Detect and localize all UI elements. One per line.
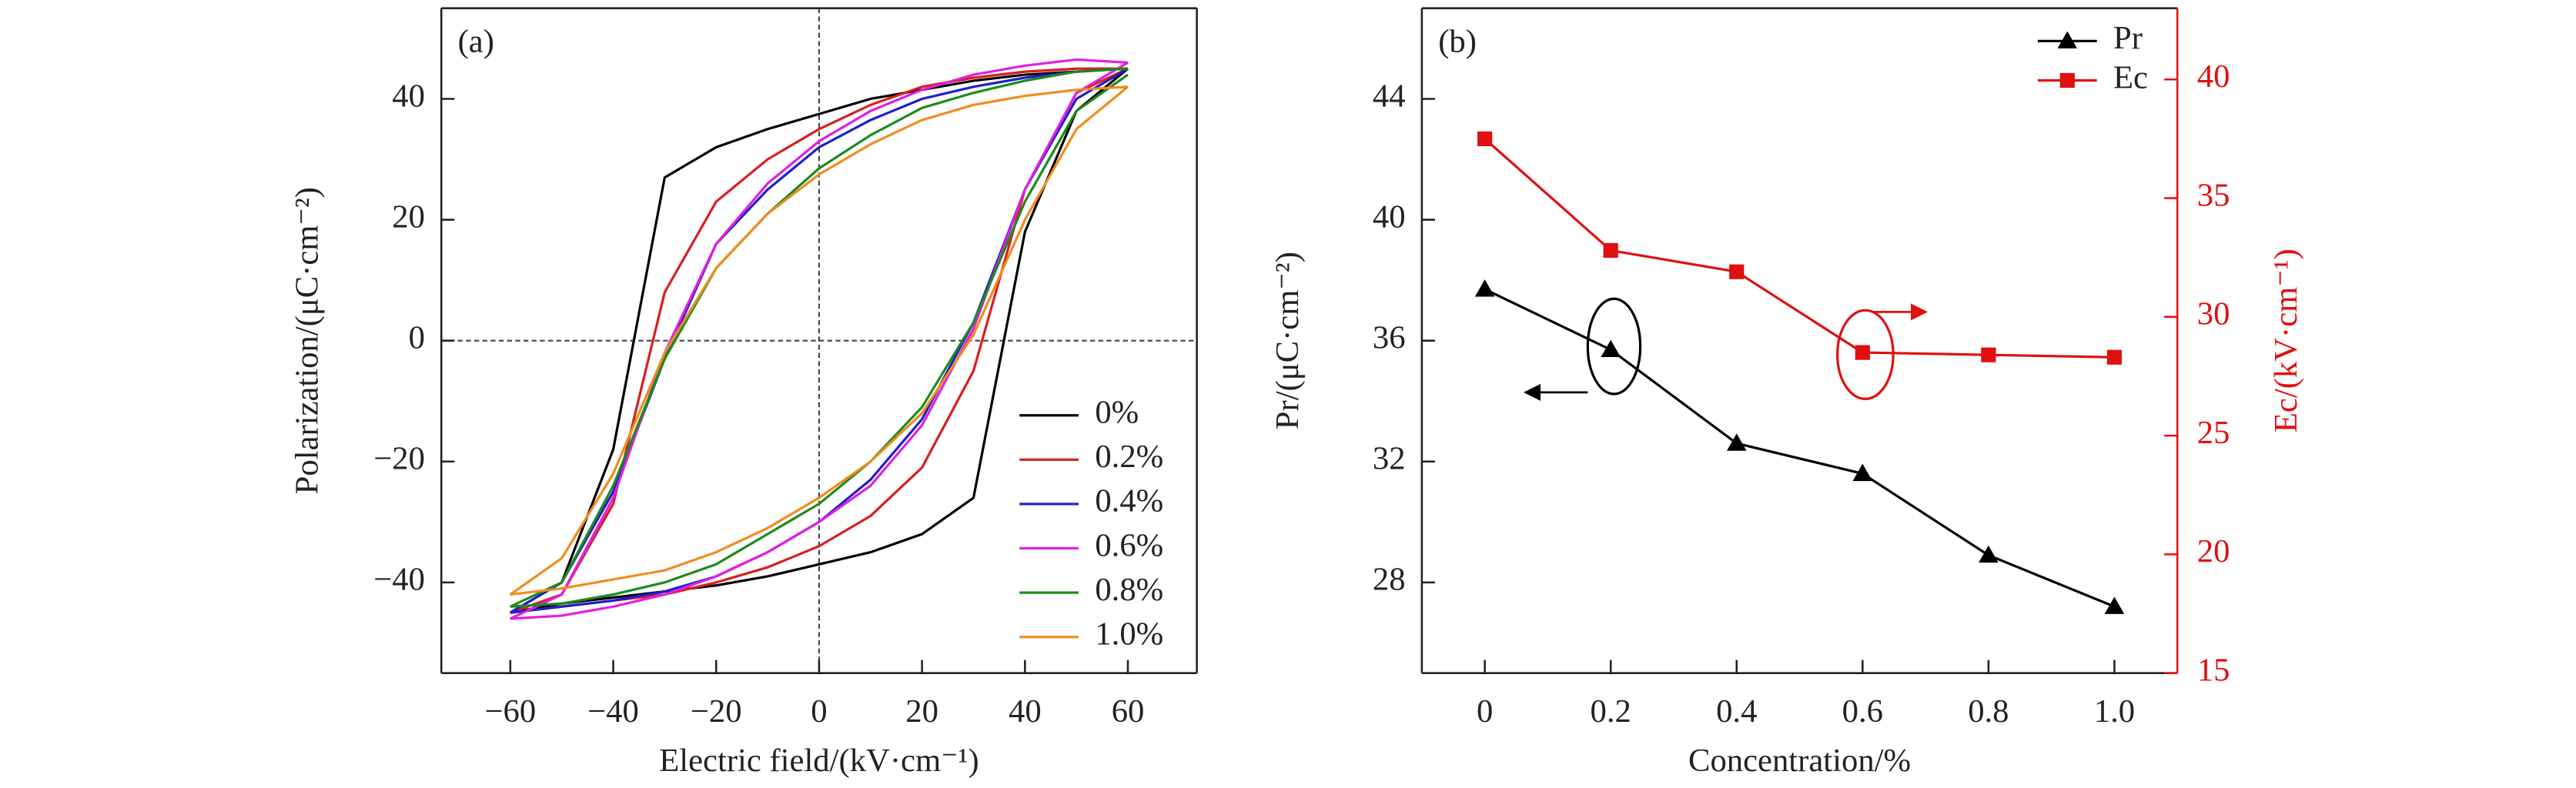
y2-tick-label: 25 — [2197, 415, 2230, 451]
x-tick-label: 40 — [1009, 693, 1042, 730]
marker — [2106, 349, 2123, 365]
y-tick-label: 0 — [409, 319, 425, 356]
marker — [1477, 131, 1493, 146]
x-tick-label: 0 — [1477, 693, 1493, 730]
legend-label: 0.4% — [1095, 483, 1163, 519]
y2-axis-label: Ec/(kV·cm⁻¹) — [2268, 249, 2304, 432]
panel-label: (b) — [1438, 23, 1477, 59]
y-tick-label: 28 — [1373, 562, 1406, 598]
y-tick-label: 40 — [1373, 199, 1406, 235]
y-tick-label: 40 — [392, 78, 425, 114]
legend-label: Pr — [2113, 20, 2143, 56]
x-tick-label: −20 — [691, 693, 742, 730]
y-axis-label: Pr/(μC·cm⁻²) — [1270, 252, 1306, 429]
legend-label: 0.6% — [1095, 527, 1163, 563]
y-axis-label: Polarization/(μC·cm⁻²) — [289, 187, 325, 494]
series-line — [510, 67, 1129, 614]
y2-tick-label: 35 — [2197, 177, 2230, 213]
x-tick-label: −40 — [587, 693, 639, 730]
x-tick-label: 1.0 — [2094, 693, 2135, 730]
x-tick-label: 0 — [811, 693, 827, 730]
y-tick-label: 36 — [1373, 319, 1406, 356]
x-tick-label: 0.2 — [1591, 693, 1631, 730]
marker — [1979, 545, 1999, 563]
series-line — [509, 85, 1129, 596]
legend-label: 0.8% — [1095, 572, 1163, 608]
x-axis-label: Concentration/% — [1688, 743, 1911, 779]
y-tick-label: 20 — [392, 199, 425, 235]
legend-label: 0% — [1095, 395, 1139, 431]
y-tick-label: 44 — [1373, 78, 1406, 114]
y2-tick-label: 20 — [2197, 533, 2230, 569]
legend-marker — [2059, 72, 2075, 88]
series-line — [1484, 288, 2116, 608]
x-tick-label: 60 — [1112, 693, 1145, 730]
annotation-ellipse — [1836, 309, 1895, 400]
series-line — [1484, 138, 2115, 359]
series-line — [510, 58, 1129, 620]
marker — [1474, 279, 1495, 297]
marker — [1855, 345, 1870, 360]
x-tick-label: −60 — [484, 693, 536, 730]
x-tick-label: 20 — [905, 693, 938, 730]
x-tick-label: 0.4 — [1716, 693, 1757, 730]
y-tick-label: −40 — [373, 562, 425, 598]
legend-label: 1.0% — [1095, 616, 1163, 653]
marker — [1726, 433, 1747, 451]
series-line — [510, 67, 1129, 608]
marker — [1852, 463, 1873, 482]
marker — [1729, 264, 1745, 279]
annotation-ellipse — [1586, 297, 1642, 396]
legend-label: Ec — [2113, 59, 2148, 95]
marker — [1981, 347, 1996, 362]
panel-label: (a) — [458, 23, 494, 59]
x-tick-label: 0.6 — [1842, 693, 1883, 730]
y2-tick-label: 40 — [2197, 58, 2230, 95]
y-tick-label: −20 — [373, 441, 425, 477]
y2-tick-label: 15 — [2197, 652, 2230, 688]
marker — [1603, 242, 1618, 259]
x-tick-label: 0.8 — [1968, 693, 2009, 730]
marker — [1601, 339, 1621, 358]
marker — [2104, 596, 2125, 614]
y-tick-label: 32 — [1373, 441, 1406, 477]
legend-label: 0.2% — [1095, 439, 1163, 475]
y2-tick-label: 30 — [2197, 296, 2230, 332]
legend-marker — [2057, 31, 2078, 48]
x-axis-label: Electric field/(kV·cm⁻¹) — [659, 743, 979, 779]
